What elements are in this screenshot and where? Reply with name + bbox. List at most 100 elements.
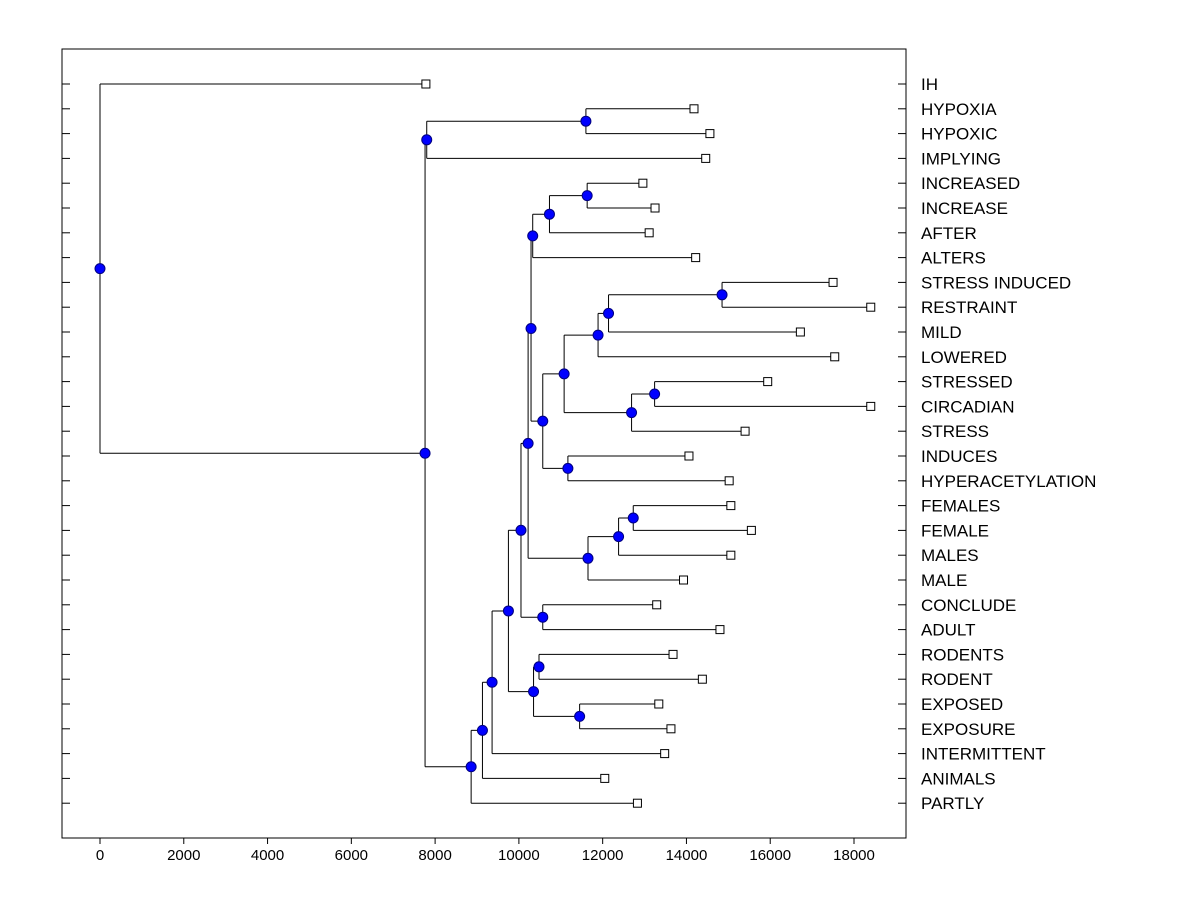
leaf-marker [726, 550, 736, 560]
x-tick-label: 10000 [498, 847, 540, 864]
x-tick-label: 8000 [418, 847, 451, 864]
cluster-node-marker [580, 115, 592, 127]
cluster-node-marker [562, 462, 574, 474]
leaf-marker [724, 476, 734, 486]
leaf-marker [679, 575, 689, 585]
leaf-marker [866, 401, 876, 411]
x-tick-label: 0 [96, 847, 104, 864]
leaf-marker [795, 327, 805, 337]
x-tick-label: 12000 [582, 847, 624, 864]
leaf-marker [740, 426, 750, 436]
leaf-label: STRESSED [921, 373, 1013, 392]
x-tick-label: 18000 [833, 847, 875, 864]
x-tick-label: 4000 [251, 847, 284, 864]
cluster-node-marker [525, 323, 537, 335]
cluster-node-marker [543, 208, 555, 220]
cluster-node-marker [476, 724, 488, 736]
leaf-label: PARTLY [921, 794, 984, 813]
leaf-label: STRESS [921, 422, 989, 441]
leaf-label: IMPLYING [921, 149, 1001, 168]
cluster-node-marker [527, 230, 539, 242]
leaf-label: ALTERS [921, 249, 986, 268]
leaf-marker [644, 228, 654, 238]
cluster-node-marker [94, 263, 106, 275]
cluster-node-marker [537, 611, 549, 623]
x-tick-label: 2000 [167, 847, 200, 864]
leaf-marker [650, 203, 660, 213]
leaf-marker [763, 377, 773, 387]
leaf-marker [866, 302, 876, 312]
leaf-label: INTERMITTENT [921, 745, 1046, 764]
leaf-marker [660, 749, 670, 759]
cluster-node-marker [522, 437, 534, 449]
cluster-node-marker [419, 447, 431, 459]
leaf-marker [638, 178, 648, 188]
leaf-label: CIRCADIAN [921, 397, 1015, 416]
plot-frame [61, 48, 907, 839]
leaf-marker [666, 724, 676, 734]
leaf-label: CONCLUDE [921, 596, 1016, 615]
cluster-node-marker [649, 388, 661, 400]
leaf-label: ANIMALS [921, 769, 996, 788]
cluster-node-marker [626, 407, 638, 419]
leaf-marker [715, 625, 725, 635]
leaf-marker [668, 649, 678, 659]
leaf-label: STRESS INDUCED [921, 273, 1071, 292]
leaf-marker [697, 674, 707, 684]
cluster-node-marker [716, 289, 728, 301]
leaf-marker [654, 699, 664, 709]
leaf-label: MILD [921, 323, 962, 342]
leaf-label: HYPERACETYLATION [921, 472, 1096, 491]
leaf-marker [705, 129, 715, 139]
leaf-label: HYPOXIA [921, 100, 997, 119]
cluster-node-marker [582, 552, 594, 564]
leaf-marker [600, 773, 610, 783]
leaf-marker [726, 501, 736, 511]
cluster-node-marker [574, 710, 586, 722]
cluster-node-marker [603, 307, 615, 319]
leaf-marker [691, 253, 701, 263]
leaf-label: INCREASED [921, 174, 1020, 193]
leaf-label: AFTER [921, 224, 977, 243]
leaf-label: INDUCES [921, 447, 998, 466]
leaf-label: ADULT [921, 621, 975, 640]
leaf-label: LOWERED [921, 348, 1007, 367]
leaf-marker [746, 525, 756, 535]
leaf-label: IH [921, 75, 938, 94]
cluster-node-marker [581, 190, 593, 202]
x-tick-label: 14000 [666, 847, 708, 864]
cluster-node-marker [486, 676, 498, 688]
leaf-label: HYPOXIC [921, 125, 998, 144]
cluster-node-marker [515, 524, 527, 536]
leaf-marker [828, 277, 838, 287]
leaf-marker [689, 104, 699, 114]
cluster-node-marker [592, 329, 604, 341]
leaf-label: EXPOSURE [921, 720, 1015, 739]
leaf-label: FEMALES [921, 497, 1000, 516]
cluster-node-marker [502, 605, 514, 617]
cluster-node-marker [558, 368, 570, 380]
leaf-marker [701, 153, 711, 163]
leaf-label: RODENTS [921, 645, 1004, 664]
leaf-label: RESTRAINT [921, 298, 1017, 317]
cluster-node-marker [537, 415, 549, 427]
leaf-marker [684, 451, 694, 461]
leaf-label: FEMALE [921, 521, 989, 540]
cluster-node-marker [613, 531, 625, 543]
cluster-node-marker [421, 134, 433, 146]
leaf-marker [421, 79, 431, 89]
cluster-node-marker [627, 512, 639, 524]
cluster-node-marker [533, 661, 545, 673]
leaf-label: MALE [921, 571, 967, 590]
leaf-label: MALES [921, 546, 979, 565]
leaf-label: INCREASE [921, 199, 1008, 218]
x-tick-label: 16000 [749, 847, 791, 864]
leaf-marker [652, 600, 662, 610]
leaf-label: EXPOSED [921, 695, 1003, 714]
cluster-node-marker [465, 761, 477, 773]
leaf-marker [632, 798, 642, 808]
x-tick-label: 6000 [335, 847, 368, 864]
cluster-node-marker [528, 686, 540, 698]
leaf-label: RODENT [921, 670, 993, 689]
